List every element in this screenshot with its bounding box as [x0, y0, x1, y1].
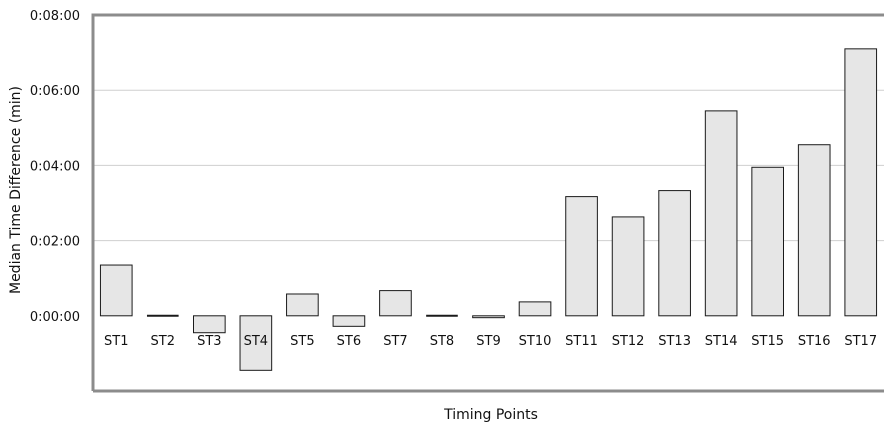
- x-tick-label: ST14: [705, 334, 738, 349]
- y-tick-labels: 0:00:00 0:02:00 0:04:00 0:06:00 0:08:00: [30, 9, 80, 325]
- x-tick-label: ST5: [290, 334, 314, 349]
- x-tick-label: ST1: [104, 334, 128, 349]
- x-tick-label: ST4: [244, 334, 268, 349]
- bar-st17: [844, 48, 878, 317]
- x-axis-title: Timing Points: [443, 407, 538, 423]
- x-tick-label: ST15: [751, 334, 784, 349]
- bar-st3: [193, 315, 226, 334]
- y-tick-label: 0:08:00: [30, 9, 80, 24]
- y-tick-label: 0:00:00: [30, 310, 80, 325]
- bars: [99, 48, 878, 371]
- plot-frame: [91, 13, 884, 393]
- x-tick-label: ST11: [565, 334, 598, 349]
- x-tick-label: ST17: [844, 334, 877, 349]
- bar-st7: [379, 290, 412, 317]
- x-tick-label: ST7: [383, 334, 407, 349]
- x-tick-label: ST8: [430, 334, 454, 349]
- bar-st11: [565, 196, 598, 317]
- y-tick-label: 0:04:00: [30, 159, 80, 174]
- frame-left-top: [91, 13, 884, 391]
- bar-st13: [658, 190, 691, 317]
- x-tick-label: ST2: [151, 334, 175, 349]
- x-tick-label: ST16: [798, 334, 831, 349]
- bar-st15: [751, 166, 784, 317]
- x-tick-label: ST10: [519, 334, 552, 349]
- bar-st1: [99, 264, 133, 317]
- bar-st5: [286, 293, 319, 317]
- bar-st14: [704, 110, 738, 317]
- y-tick-label: 0:06:00: [30, 84, 80, 99]
- bar-st12: [611, 216, 645, 317]
- x-tick-labels: ST1 ST2 ST3 ST4 ST5 ST6 ST7 ST8 ST9 ST10 ST11 ST12 S…: [104, 334, 877, 349]
- y-tick-label: 0:02:00: [30, 235, 80, 250]
- y-axis-title: Median Time Difference (min): [8, 86, 24, 294]
- bar-st10: [518, 301, 552, 317]
- bar-st4: [239, 315, 273, 371]
- x-tick-label: ST6: [337, 334, 361, 349]
- x-tick-label: ST3: [197, 334, 221, 349]
- bar-st6: [332, 315, 366, 327]
- x-tick-label: ST9: [476, 334, 500, 349]
- x-tick-label: ST13: [658, 334, 691, 349]
- x-tick-label: ST12: [612, 334, 645, 349]
- bar-st9: [472, 315, 505, 319]
- bar-st16: [797, 144, 831, 317]
